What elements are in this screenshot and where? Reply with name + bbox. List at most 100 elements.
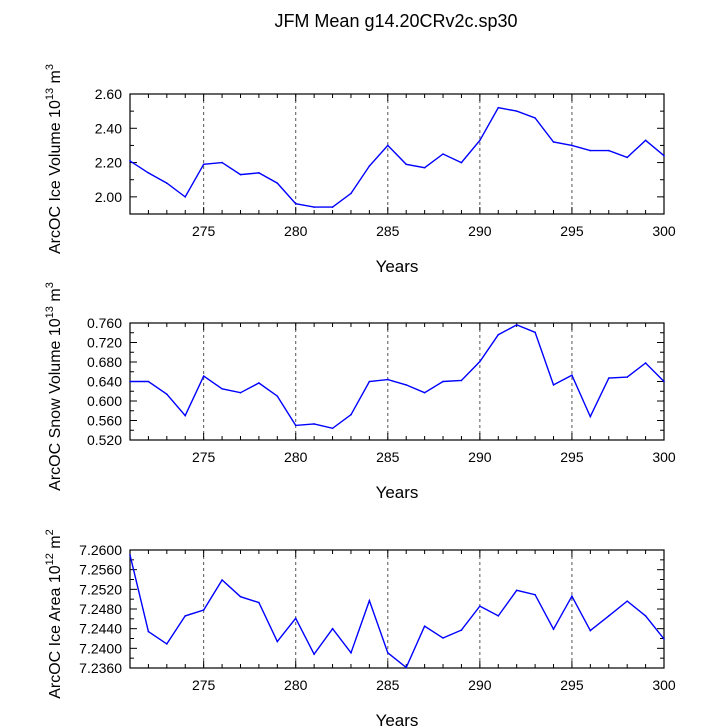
data-point	[386, 144, 389, 147]
data-point	[184, 196, 187, 198]
y-tick-label: 0.560	[87, 413, 122, 429]
y-tick-label: 2.20	[95, 155, 122, 171]
data-point	[607, 149, 610, 152]
y-tick-label: 0.600	[87, 393, 122, 409]
y-axis-title-unit-exp: 3	[44, 282, 56, 288]
data-point	[368, 599, 371, 602]
data-point	[589, 629, 592, 632]
x-tick-label: 280	[284, 449, 308, 465]
plot-frame	[129, 549, 665, 669]
y-axis-title: ArcOC Snow Volume 1013 m3	[44, 282, 64, 491]
x-tick-label: 300	[652, 223, 676, 239]
data-point	[166, 182, 168, 184]
y-axis-title-prefix: ArcOC Ice Volume 10	[47, 100, 64, 254]
data-point	[166, 393, 168, 395]
x-tick-label: 280	[284, 677, 308, 693]
data-point	[442, 380, 444, 383]
x-tick-label: 280	[284, 223, 308, 239]
data-point	[331, 206, 334, 208]
data-point	[663, 154, 665, 157]
x-axis-title: Years	[376, 257, 419, 276]
data-point	[313, 423, 315, 425]
plot-frame	[129, 93, 665, 215]
data-point	[276, 640, 279, 643]
data-point	[294, 617, 297, 620]
y-tick-label: 0.680	[87, 354, 122, 370]
data-point	[350, 651, 352, 654]
data-point	[129, 160, 131, 162]
y-tick-label: 7.2360	[79, 660, 122, 676]
data-point	[644, 615, 647, 617]
data-point	[294, 202, 297, 205]
x-tick-label: 300	[652, 677, 676, 693]
data-point	[442, 153, 444, 155]
data-point	[497, 615, 500, 617]
data-point	[239, 391, 242, 394]
data-point	[368, 380, 371, 383]
y-tick-label: 7.2480	[79, 601, 122, 617]
data-point	[460, 161, 463, 164]
data-point	[552, 141, 555, 143]
data-point	[607, 377, 610, 379]
data-point	[644, 139, 647, 142]
y-axis-title: ArcOC Ice Area 1012 m2	[44, 529, 64, 699]
data-point	[423, 625, 426, 628]
data-point	[534, 593, 536, 596]
data-point	[534, 331, 536, 334]
data-point	[221, 388, 223, 390]
data-point	[221, 161, 223, 164]
y-tick-label: 0.720	[87, 335, 122, 351]
data-point	[589, 415, 592, 418]
data-point	[479, 139, 481, 142]
y-tick-label: 7.2560	[79, 562, 122, 578]
data-point	[460, 379, 463, 382]
data-point	[129, 380, 131, 383]
chart-panel-3: 275 280 285 290 295 300 7.2360 7.2400 7.2440 7.24…	[44, 529, 676, 728]
x-tick-label: 285	[376, 223, 400, 239]
x-tick-label: 285	[376, 677, 400, 693]
x-tick-label: 300	[652, 449, 676, 465]
data-point	[350, 413, 352, 416]
x-tick-label: 290	[468, 449, 492, 465]
data-point	[276, 395, 279, 397]
data-point	[258, 601, 260, 604]
chart-panel-2: 275 280 285 290 295 300 0.520 0.560 0.600 0.640 0.…	[44, 282, 676, 502]
data-point	[515, 324, 518, 326]
data-point	[202, 375, 205, 377]
data-point	[331, 627, 334, 630]
data-point	[350, 192, 352, 195]
x-axis-title: Years	[376, 483, 419, 502]
data-point	[479, 360, 481, 363]
x-tick-label: 290	[468, 677, 492, 693]
chart-panel-1: 275 280 285 290 295 300 2.00 2.20 2.40 2.60 Years A…	[44, 64, 676, 276]
y-tick-label: 2.60	[95, 86, 122, 102]
y-axis-title-unit-exp: 2	[44, 529, 56, 535]
data-point	[221, 579, 223, 581]
y-axis-title-exp: 13	[44, 88, 56, 100]
y-axis-title-prefix: ArcOC Snow Volume 10	[47, 318, 64, 491]
x-tick-label: 275	[192, 677, 216, 693]
y-tick-label: 2.00	[95, 189, 122, 205]
data-point	[276, 182, 279, 184]
plot-frame	[129, 322, 665, 441]
data-point	[589, 149, 592, 152]
x-tick-label: 285	[376, 449, 400, 465]
data-point	[423, 391, 426, 394]
data-point	[258, 382, 260, 384]
series-line	[130, 324, 665, 430]
data-point	[460, 629, 463, 631]
data-point	[184, 414, 187, 417]
data-point	[405, 163, 408, 166]
x-tick-label: 295	[560, 677, 584, 693]
data-point	[405, 666, 408, 669]
series-line	[129, 106, 665, 208]
data-point	[571, 374, 573, 376]
data-point	[166, 643, 168, 645]
data-point	[239, 173, 242, 176]
y-axis-title-exp: 12	[44, 553, 56, 565]
data-point	[258, 172, 260, 174]
data-point	[515, 589, 518, 592]
y-axis-title-prefix: ArcOC Ice Area 10	[47, 565, 64, 698]
y-tick-label: 7.2520	[79, 581, 122, 597]
y-tick-label: 2.40	[95, 120, 122, 136]
